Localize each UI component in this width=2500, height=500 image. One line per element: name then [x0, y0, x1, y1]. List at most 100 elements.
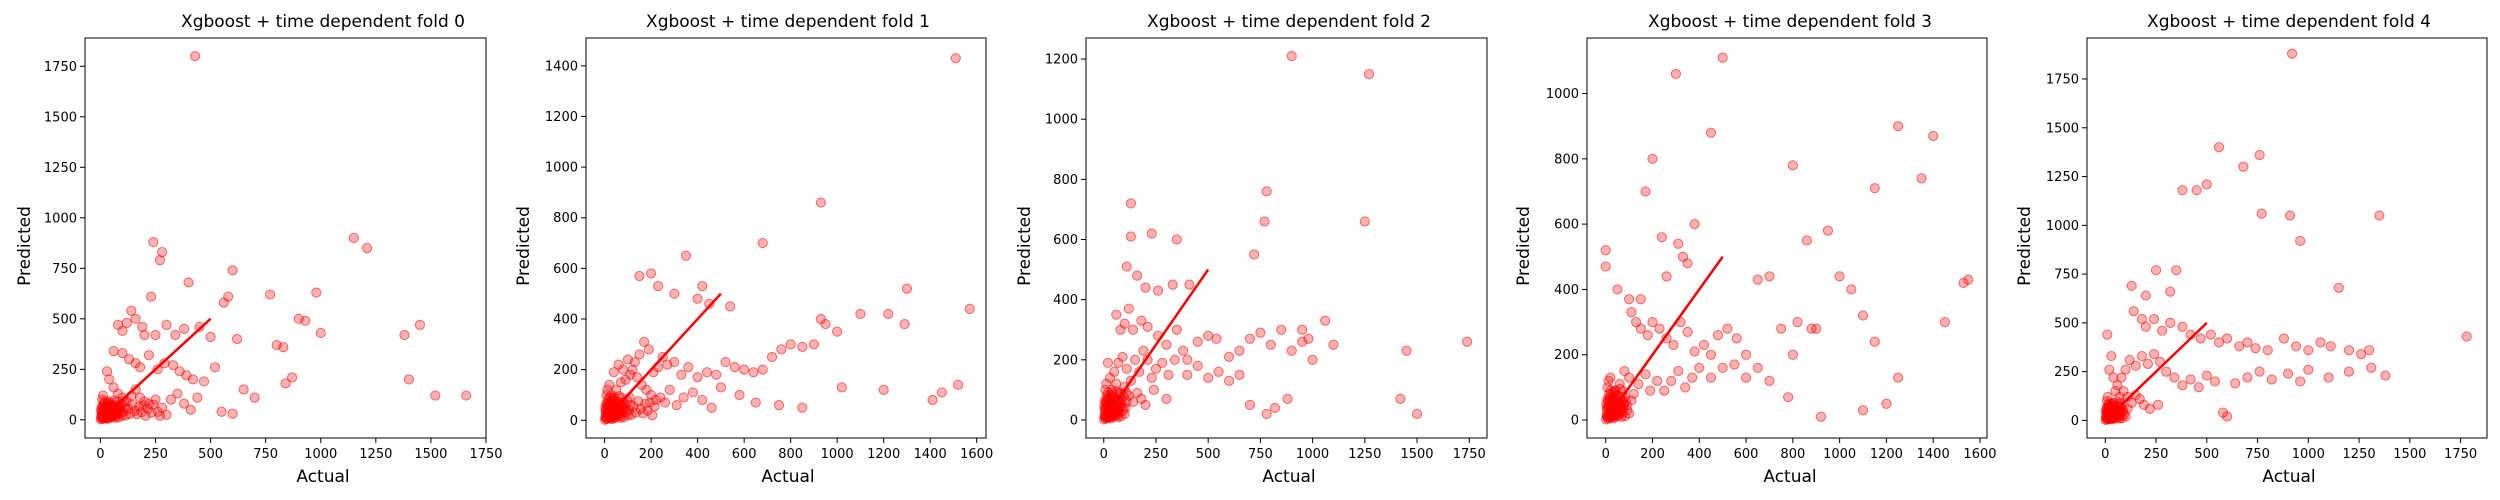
scatter-point — [1167, 279, 1178, 290]
scatter-point — [2118, 409, 2130, 420]
scatter-point — [1328, 339, 1339, 350]
scatter-point — [2128, 306, 2139, 317]
scatter-point — [1740, 372, 1752, 383]
scatter-point — [1705, 349, 1717, 360]
scatter-point — [1119, 318, 1130, 329]
scatter-point — [1169, 354, 1180, 365]
scatter-point — [2161, 366, 2172, 377]
scatter-point — [2242, 337, 2253, 348]
scatter-point — [1687, 372, 1698, 383]
scatter-point — [1140, 282, 1151, 293]
scatter-point — [2150, 265, 2162, 276]
scatter-point — [1740, 349, 1752, 360]
scatter-point — [1255, 327, 1266, 338]
y-tick-label: 250 — [2054, 365, 2079, 380]
scatter-point — [950, 53, 961, 64]
scatter-point — [1673, 365, 1684, 377]
x-tick-label: 1750 — [2444, 447, 2477, 462]
scatter-point — [1244, 333, 1256, 344]
scatter-point — [2177, 321, 2188, 332]
scatter-point — [300, 315, 311, 326]
scatter-point — [461, 390, 472, 401]
scatter-point — [179, 323, 190, 335]
x-tick-label: 1500 — [1400, 447, 1433, 462]
scatter-point — [602, 384, 613, 395]
scatter-point — [2152, 399, 2164, 410]
scatter-point — [1161, 393, 1172, 405]
scatter-point — [280, 378, 291, 389]
scatter-point — [2195, 333, 2206, 344]
scatter-point — [2254, 149, 2265, 161]
scatter-point — [1857, 310, 1869, 321]
scatter-point — [2130, 360, 2141, 371]
y-tick-label: 1000 — [545, 161, 578, 176]
scatter-point — [161, 409, 172, 420]
scatter-point — [2213, 142, 2225, 153]
y-tick-label: 400 — [1053, 293, 1078, 308]
scatter-point — [1101, 378, 1112, 389]
y-tick-label: 500 — [2054, 316, 2079, 331]
scatter-point — [2295, 376, 2306, 387]
x-tick-label: 1000 — [304, 447, 337, 462]
scatter-point — [936, 387, 947, 398]
scatter-panel-2: Xgboost + time dependent fold 2 Actual P… — [1015, 12, 1488, 487]
scatter-point — [1148, 384, 1159, 395]
scatter-point — [2325, 341, 2336, 352]
y-tick-label: 0 — [1571, 414, 1579, 429]
scatter-panel-1: Xgboost + time dependent fold 1 Actual P… — [514, 12, 993, 487]
scatter-point — [659, 397, 671, 408]
scatter-point — [1647, 316, 1658, 328]
scatter-point — [161, 319, 172, 330]
scatter-point — [1666, 375, 1677, 386]
scatter-point — [1712, 330, 1724, 341]
scatter-point — [1182, 354, 1193, 365]
y-tick-label: 800 — [1554, 152, 1579, 167]
scatter-point — [634, 349, 645, 360]
scatter-point — [1307, 354, 1318, 365]
scatter-panel-4: Xgboost + time dependent fold 4 Actual P… — [2015, 12, 2488, 487]
scatter-point — [706, 402, 717, 413]
scatter-point — [1401, 345, 1412, 356]
x-tick-label: 1600 — [960, 447, 993, 462]
y-axis-label-4: Predicted — [2015, 206, 2035, 286]
y-axis-label-2: Predicted — [1015, 206, 1035, 286]
scatter-point — [192, 392, 203, 403]
scatter-point — [194, 321, 205, 332]
scatter-point — [1115, 411, 1126, 422]
scatter-point — [671, 399, 682, 411]
scatter-point — [1729, 359, 1740, 370]
scatter-point — [2124, 354, 2135, 366]
scatter-point — [2217, 407, 2229, 418]
scatter-point — [2343, 345, 2355, 356]
scatter-point — [152, 364, 163, 375]
y-tick-label: 1750 — [2046, 72, 2079, 87]
scatter-point — [2177, 380, 2188, 391]
x-axis-label-3: Actual — [1763, 467, 1816, 487]
scatter-point — [150, 329, 161, 341]
scatter-point — [1276, 324, 1287, 335]
scatter-point — [2380, 370, 2391, 381]
x-tick-label: 0 — [1100, 447, 1108, 462]
scatter-point — [231, 333, 243, 345]
scatter-point — [1624, 294, 1635, 305]
scatter-point — [134, 362, 146, 373]
x-tick-label: 800 — [778, 447, 803, 462]
scatter-point — [652, 281, 664, 292]
scatter-point — [1138, 345, 1149, 356]
scatter-point — [139, 329, 150, 341]
x-tick-label: 1000 — [821, 447, 854, 462]
scatter-point — [1717, 362, 1728, 373]
scatter-point — [1142, 321, 1153, 332]
scatter-point — [748, 367, 759, 378]
scatter-point — [683, 362, 694, 373]
reference-line — [603, 292, 722, 422]
scatter-point — [1635, 323, 1646, 334]
x-axis-label-4: Actual — [2262, 467, 2315, 487]
y-tick-label: 1000 — [1546, 87, 1579, 102]
scatter-point — [2193, 382, 2204, 393]
scatter-point — [287, 372, 298, 383]
scatter-point — [2461, 331, 2472, 342]
scatter-point — [883, 308, 894, 320]
scatter-point — [2140, 321, 2151, 332]
scatter-point — [901, 283, 913, 294]
